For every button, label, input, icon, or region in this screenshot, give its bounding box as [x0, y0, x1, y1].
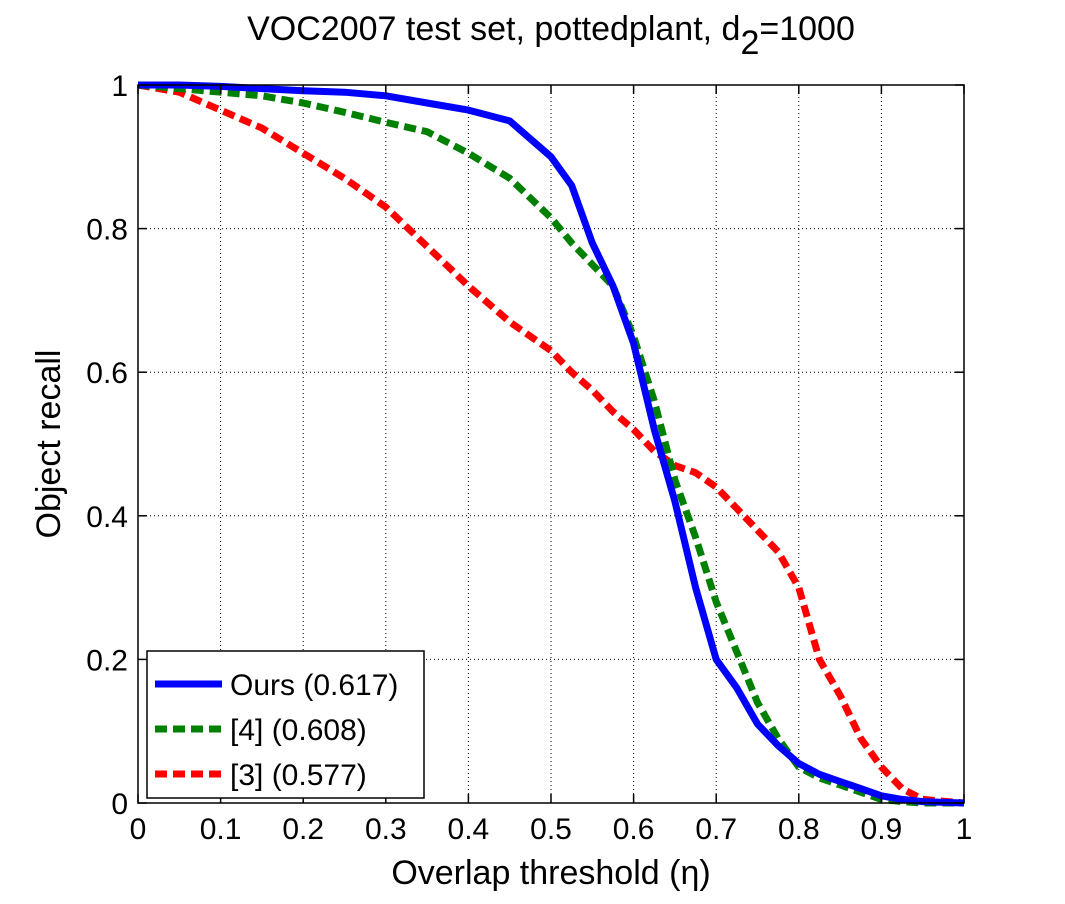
x-tick-label: 0.5 — [530, 813, 572, 846]
chart-title: VOC2007 test set, pottedplant, d2=1000 — [247, 10, 855, 62]
y-tick-label: 0.6 — [86, 357, 128, 390]
series-line-0 — [138, 81, 965, 807]
chart-title-subscript: 2 — [740, 24, 759, 62]
series-group — [137, 81, 965, 807]
y-tick-labels: 0 0.2 0.4 0.6 0.8 1 — [86, 70, 128, 821]
legend-label-0: Ours (0.617) — [230, 669, 398, 702]
legend-label-2: [3] (0.577) — [230, 759, 367, 792]
y-tick-label: 0.2 — [86, 644, 128, 677]
legend-label-1: [4] (0.608) — [230, 714, 367, 747]
gridlines — [138, 85, 964, 803]
y-tick-label: 0 — [111, 788, 128, 821]
x-tick-label: 0.6 — [613, 813, 655, 846]
x-tick-label: 0.4 — [448, 813, 490, 846]
x-tick-label: 0.7 — [695, 813, 737, 846]
y-axis-label: Object recall — [30, 350, 68, 539]
x-tick-label: 1 — [956, 813, 973, 846]
x-tick-labels: 0 0.1 0.2 0.3 0.4 0.5 0.6 0.7 0.8 0.9 1 — [130, 813, 973, 846]
legend-entries: Ours (0.617) [4] (0.608) [3] (0.577) — [155, 669, 398, 792]
y-tick-label: 0.4 — [86, 501, 128, 534]
y-tick-label: 0.8 — [86, 214, 128, 247]
x-tick-label: 0.1 — [200, 813, 242, 846]
x-tick-label: 0.9 — [861, 813, 903, 846]
series-line-2 — [137, 81, 965, 807]
x-tick-label: 0.3 — [365, 813, 407, 846]
chart-title-prefix: VOC2007 test set, pottedplant, d — [247, 10, 740, 48]
x-axis-label: Overlap threshold (η) — [391, 854, 710, 892]
x-tick-label: 0.8 — [778, 813, 820, 846]
x-tick-label: 0 — [130, 813, 147, 846]
y-tick-label: 1 — [111, 70, 128, 103]
chart-title-suffix: =1000 — [759, 10, 855, 48]
x-tick-label: 0.2 — [282, 813, 324, 846]
legend: Ours (0.617) [4] (0.608) [3] (0.577) — [146, 650, 425, 799]
